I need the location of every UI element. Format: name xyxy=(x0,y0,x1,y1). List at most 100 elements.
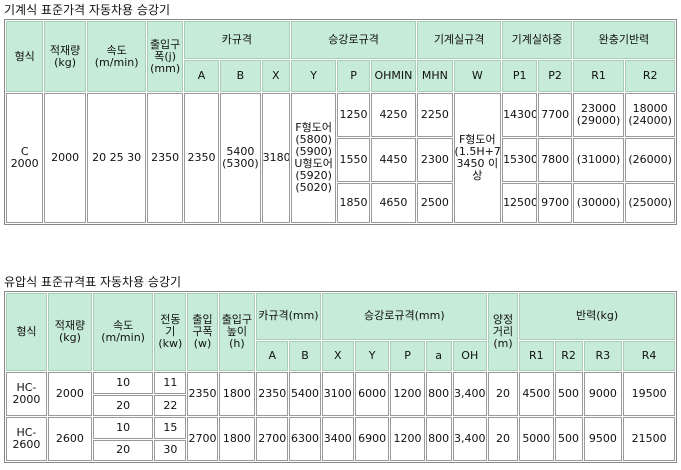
subheader-p: P xyxy=(390,340,425,372)
cell-r2: (26000) xyxy=(625,138,675,182)
section1-title: 기계식 표준가격 자동차용 승강기 xyxy=(4,3,171,17)
cell-p2: 7700 xyxy=(538,93,572,137)
cell-x: 3180 xyxy=(261,93,290,223)
cell-r2: 500 xyxy=(554,372,583,417)
cell-r2: (25000) xyxy=(625,183,675,223)
subheader-p: P xyxy=(337,60,370,92)
cell-capacity: 2000 xyxy=(47,372,92,417)
header-door-width: 출입구폭(j)(mm) xyxy=(147,21,183,92)
cell-r2: 500 xyxy=(554,417,583,461)
cell-type: HC-2000 xyxy=(6,372,47,417)
cell-x: 3100 xyxy=(321,372,354,417)
header-hoistway: 승강로규격 xyxy=(290,21,417,59)
cell-motor: 11 xyxy=(154,372,187,394)
cell-door-height: 1800 xyxy=(218,417,256,461)
header-speed: 속도(m/min) xyxy=(92,293,154,372)
cell-door-width: 2350 xyxy=(147,93,183,223)
subheader-b: B xyxy=(220,60,261,92)
cell-door-width: 2350 xyxy=(187,372,218,417)
cell-speed: 10 xyxy=(92,417,154,439)
cell-ohmin: 4250 xyxy=(370,93,417,137)
cell-r3: 9000 xyxy=(583,372,623,417)
subheader-r3: R3 xyxy=(583,340,623,372)
header-door-width: 출입구폭(w) xyxy=(187,293,218,372)
cell-mhn: 2250 xyxy=(417,93,453,137)
subheader-ohmin: OHMIN xyxy=(370,60,417,92)
subheader-r1: R1 xyxy=(572,60,625,92)
header-machine-load: 기계실하중 xyxy=(502,21,572,59)
cell-ohmin: 4450 xyxy=(370,138,417,182)
cell-oh: 3,400 xyxy=(452,372,487,417)
cell-y: 6900 xyxy=(354,417,390,461)
subheader-r2: R2 xyxy=(625,60,675,92)
cell-r1: 4500 xyxy=(519,372,554,417)
cell-r1: 23000 (29000) xyxy=(572,93,625,137)
cell-door-width: 2700 xyxy=(187,417,218,461)
cell-p: 1850 xyxy=(337,183,370,223)
header-travel: 양정거리(m) xyxy=(488,293,519,372)
subheader-p2: P2 xyxy=(538,60,572,92)
cell-speed: 20 xyxy=(92,439,154,461)
subheader-x: X xyxy=(321,340,354,372)
cell-y: 6000 xyxy=(354,372,390,417)
header-capacity: 적재량(kg) xyxy=(44,21,86,92)
cell-r1: 5000 xyxy=(519,417,554,461)
cell-a-lower: 800 xyxy=(425,417,452,461)
header-car: 카규격(mm) xyxy=(256,293,321,340)
cell-type: C 2000 xyxy=(6,93,44,223)
subheader-mhn: MHN xyxy=(417,60,453,92)
cell-speed: 20 25 30 xyxy=(86,93,147,223)
subheader-p1: P1 xyxy=(502,60,538,92)
cell-r4: 19500 xyxy=(623,372,675,417)
cell-r1: (31000) xyxy=(572,138,625,182)
cell-p1: 14300 xyxy=(502,93,538,137)
cell-speed: 10 xyxy=(92,372,154,394)
cell-mhn: 2300 xyxy=(417,138,453,182)
subheader-a-lower: a xyxy=(425,340,452,372)
header-reaction: 반력(kg) xyxy=(519,293,675,340)
header-type: 형식 xyxy=(6,21,44,92)
cell-door-height: 1800 xyxy=(218,372,256,417)
subheader-a: A xyxy=(256,340,289,372)
subheader-y: Y xyxy=(354,340,390,372)
cell-b: 6300 xyxy=(289,417,321,461)
cell-r4: 21500 xyxy=(623,417,675,461)
header-motor: 전동기(kw) xyxy=(154,293,187,372)
cell-travel: 20 xyxy=(488,417,519,461)
cell-b: 5400 (5300) xyxy=(220,93,261,223)
subheader-r2: R2 xyxy=(554,340,583,372)
subheader-b: B xyxy=(289,340,321,372)
cell-p: 1550 xyxy=(337,138,370,182)
cell-p1: 12500 xyxy=(502,183,538,223)
cell-p2: 7800 xyxy=(538,138,572,182)
cell-capacity: 2600 xyxy=(47,417,92,461)
cell-y: F형도어 (5800) (5900) U형도어 (5920) (5020) xyxy=(290,93,337,223)
cell-motor: 30 xyxy=(154,439,187,461)
cell-travel: 20 xyxy=(488,372,519,417)
cell-motor: 22 xyxy=(154,394,187,417)
cell-speed: 20 xyxy=(92,394,154,417)
cell-p1: 15300 xyxy=(502,138,538,182)
header-type: 형식 xyxy=(6,293,47,372)
header-capacity: 적재량(kg) xyxy=(47,293,92,372)
cell-a-lower: 800 xyxy=(425,372,452,417)
cell-ohmin: 4650 xyxy=(370,183,417,223)
subheader-a: A xyxy=(183,60,220,92)
cell-oh: 3,400 xyxy=(452,417,487,461)
subheader-oh: OH xyxy=(452,340,487,372)
cell-capacity: 2000 xyxy=(44,93,86,223)
cell-r1: (30000) xyxy=(572,183,625,223)
cell-b: 5400 xyxy=(289,372,321,417)
subheader-y: Y xyxy=(290,60,337,92)
cell-p2: 9700 xyxy=(538,183,572,223)
header-machine-room: 기계실규격 xyxy=(417,21,502,59)
cell-type: HC-2600 xyxy=(6,417,47,461)
mechanical-elevator-table: 형식 적재량(kg) 속도(m/min) 출입구폭(j)(mm) 카규격 승강로… xyxy=(4,19,677,225)
subheader-w: W xyxy=(453,60,502,92)
section2-title: 유압식 표준규격표 자동차용 승강기 xyxy=(4,275,182,289)
cell-a: 2350 xyxy=(183,93,220,223)
header-buffer: 완충기반력 xyxy=(572,21,675,59)
cell-w: F형도어 (1.5H+750) 3450 이상 xyxy=(453,93,502,223)
cell-p: 1200 xyxy=(390,417,425,461)
header-hoistway: 승강로규격(mm) xyxy=(321,293,487,340)
